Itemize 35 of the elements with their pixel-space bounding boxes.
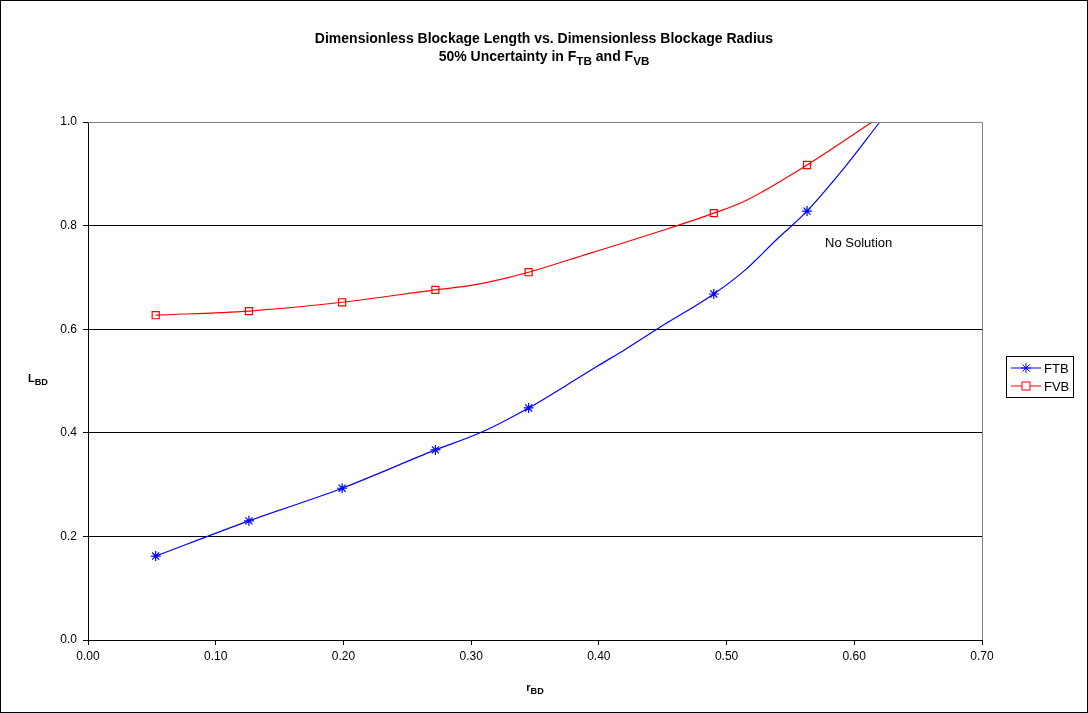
x-tick-label: 0.70 — [970, 648, 994, 663]
y-tick-label: 0.2 — [60, 528, 78, 543]
chart-title: Dimensionless Blockage Length vs. Dimensionless Blockage Radius — [313, 30, 775, 46]
point — [243, 515, 255, 527]
point — [801, 205, 813, 217]
y-tick-label: 0.0 — [60, 632, 78, 647]
x-tick-label: 0.30 — [459, 648, 484, 663]
point — [524, 268, 533, 277]
point — [802, 160, 812, 170]
legend-label: FVB — [1044, 378, 1070, 394]
x-tick-label: 0.40 — [587, 648, 611, 663]
point — [709, 209, 718, 218]
x-axis-title: r$_{BD}$ — [525, 681, 545, 697]
point — [708, 288, 720, 300]
point — [338, 298, 347, 307]
point — [336, 482, 348, 494]
y-axis-title: L$_{BD}$ — [28, 372, 48, 388]
x-tick-label: 0.60 — [842, 648, 867, 663]
point — [429, 444, 441, 456]
y-tick-label: 0.4 — [60, 425, 78, 440]
x-tick-label: 0.50 — [714, 648, 739, 663]
x-tick-label: 0.00 — [76, 648, 100, 663]
y-tick-label: 1.0 — [60, 114, 78, 129]
point — [523, 402, 535, 414]
annotation: No Solution — [825, 234, 893, 250]
y-tick-label: 0.6 — [60, 321, 78, 336]
legend-label: FTB — [1044, 360, 1069, 376]
point — [150, 550, 162, 562]
x-tick-label: 0.10 — [204, 648, 228, 663]
point — [151, 311, 160, 320]
point — [244, 306, 254, 316]
y-tick-label: 0.8 — [60, 217, 78, 232]
x-tick-label: 0.20 — [331, 648, 356, 663]
chart-subtitle: 50% Uncertainty in F$_{TB}$ and F$_{VB}$ — [437, 48, 651, 67]
point — [431, 285, 440, 294]
